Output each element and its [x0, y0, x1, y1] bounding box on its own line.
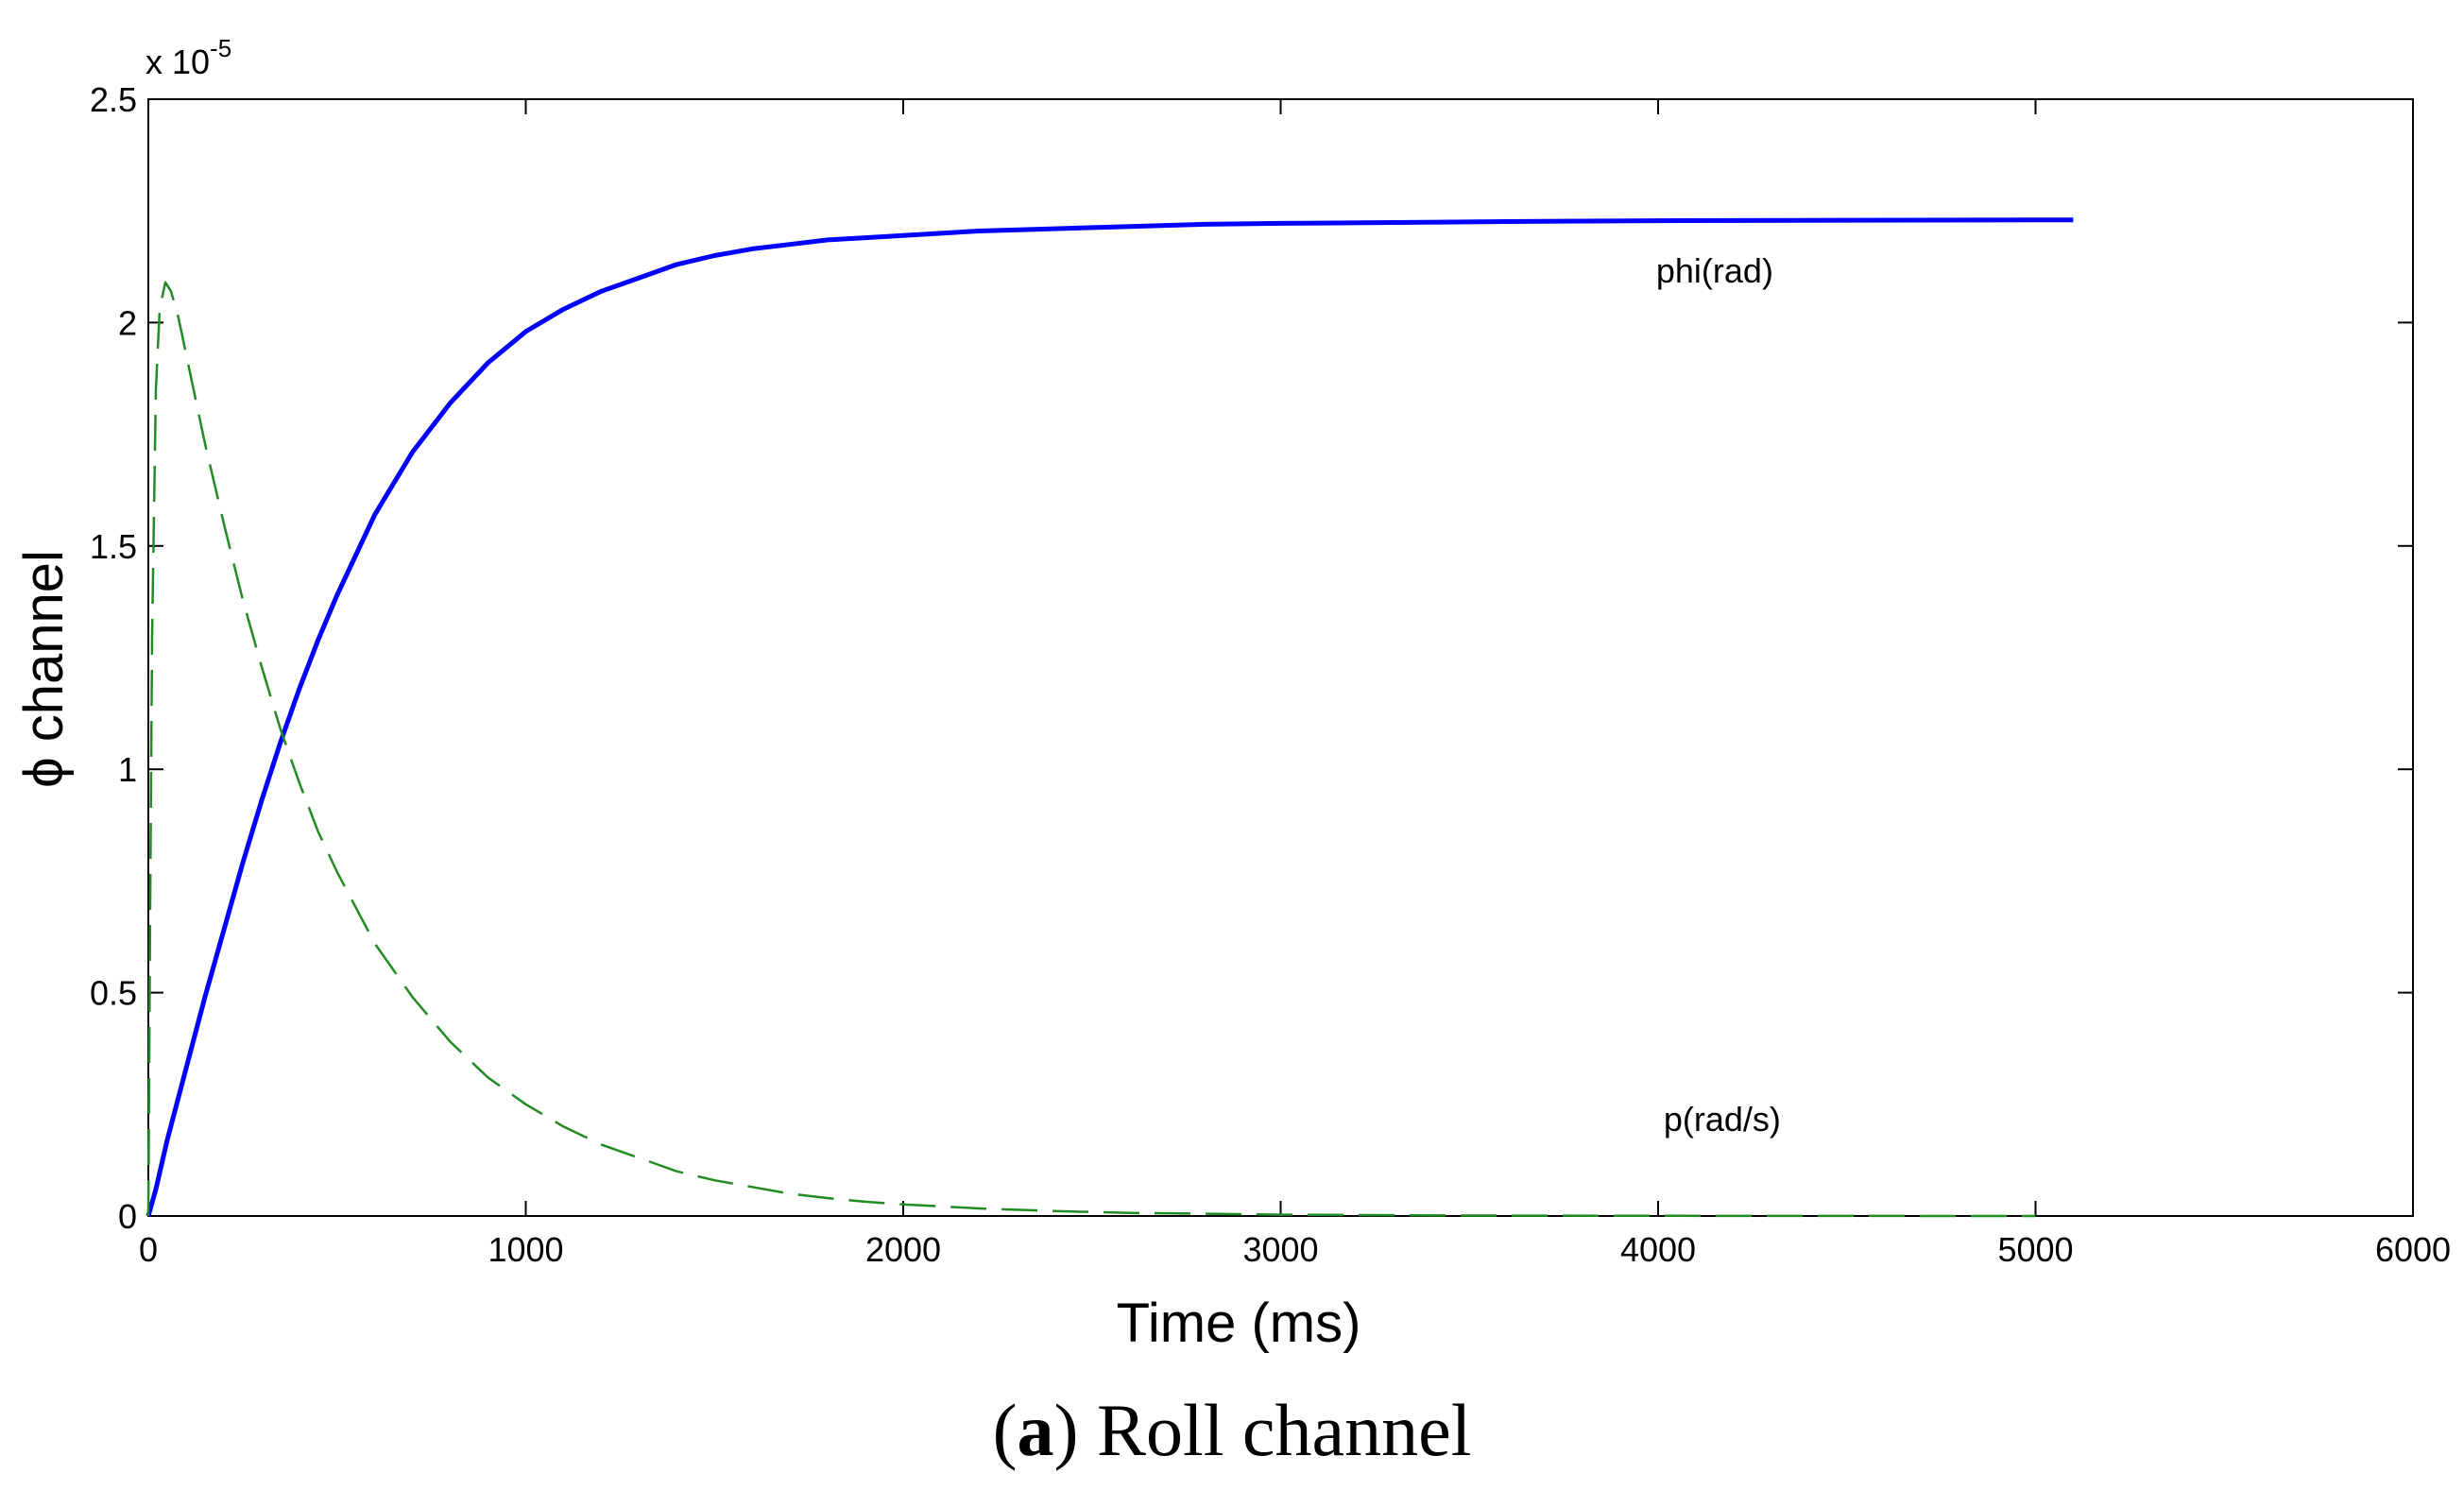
y-tick-label: 1.5 [90, 527, 137, 566]
series-label-p: p(rad/s) [1664, 1100, 1781, 1139]
x-tick-label: 6000 [2375, 1230, 2451, 1269]
x-tick-label: 2000 [865, 1230, 941, 1269]
figure-caption: (a) Roll channel [993, 1389, 1472, 1471]
x-axis-ticks: 0 1000 2000 3000 4000 5000 6000 [139, 99, 2451, 1269]
series-line-p [146, 281, 2036, 1218]
x-tick-label: 4000 [1620, 1230, 1696, 1269]
x-tick-label: 0 [139, 1230, 158, 1269]
plot-frame [147, 98, 2414, 1217]
plot-area-border [147, 98, 2414, 1217]
x-axis-label: Time (ms) [1117, 1293, 1361, 1354]
y-multiplier: x 10-5 [145, 34, 231, 81]
y-tick-label: 2 [118, 303, 137, 342]
series-layer: phi(rad) p(rad/s) [145, 217, 2074, 1218]
x-tick-label: 3000 [1242, 1230, 1318, 1269]
y-axis-label: ϕ channel [13, 550, 75, 788]
y-tick-label: 1 [118, 750, 137, 789]
y-tick-label: 0 [118, 1197, 137, 1236]
y-axis-ticks: 0 0.5 1 1.5 2 2.5 [90, 80, 2413, 1236]
x-tick-label: 5000 [1997, 1230, 2073, 1269]
series-line-phi [145, 217, 2074, 1217]
series-label-phi: phi(rad) [1656, 251, 1773, 290]
y-tick-label: 0.5 [90, 974, 137, 1013]
x-tick-label: 1000 [488, 1230, 563, 1269]
y-tick-label: 2.5 [90, 80, 137, 119]
